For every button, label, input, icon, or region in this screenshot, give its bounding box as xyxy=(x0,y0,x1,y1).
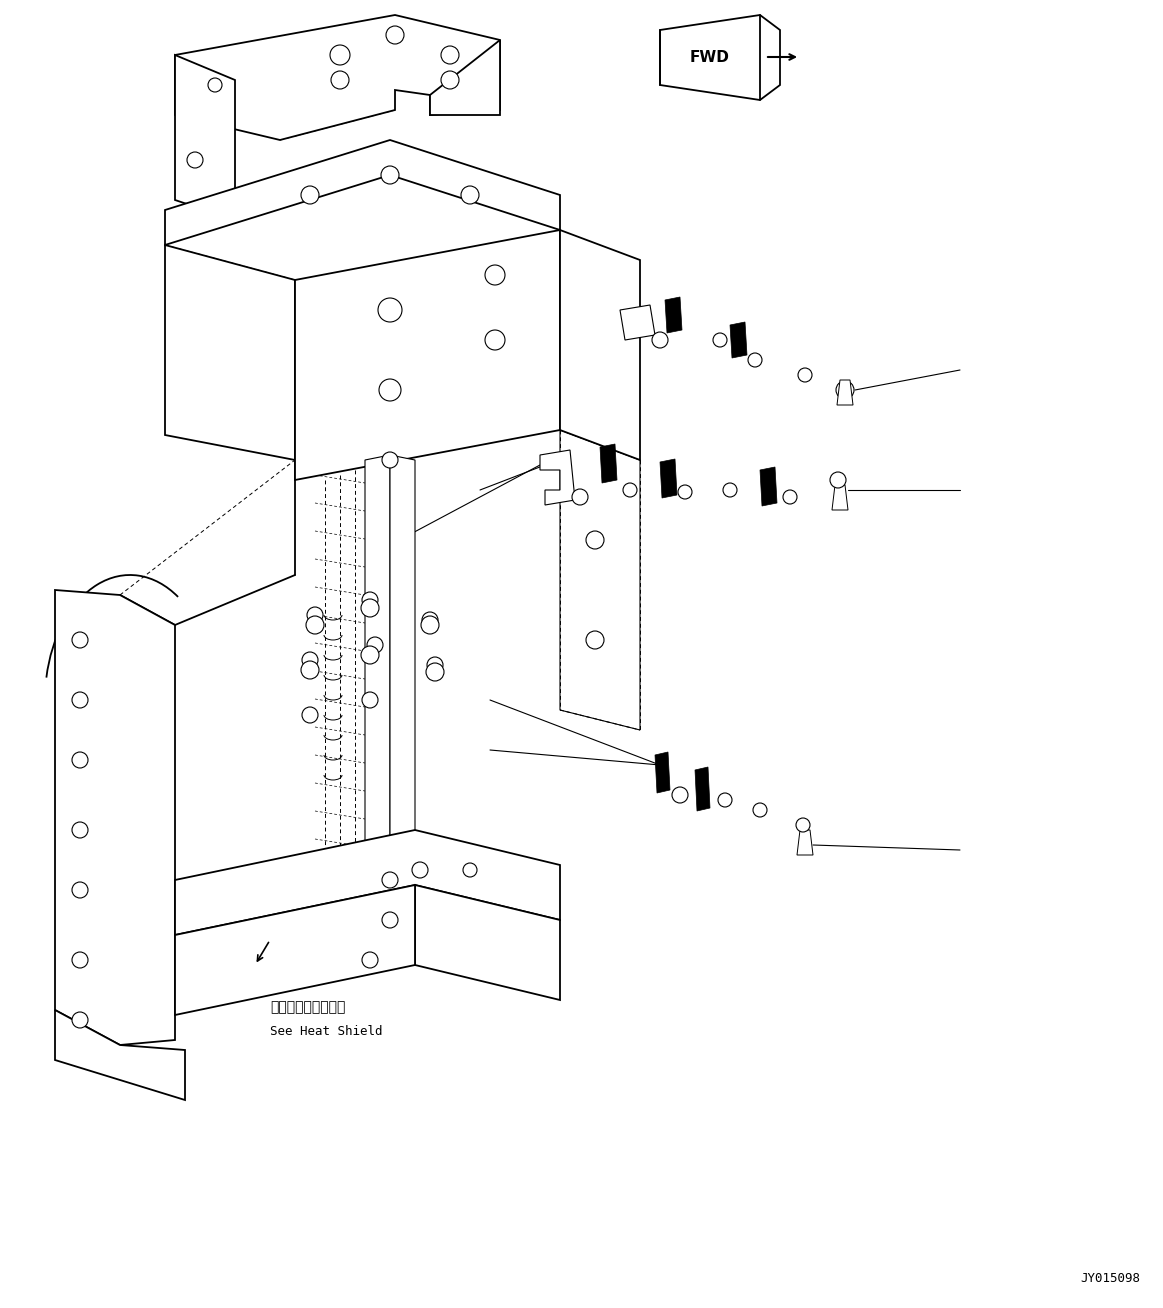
Circle shape xyxy=(441,71,459,89)
Text: ヒートシールド参照: ヒートシールド参照 xyxy=(270,1001,345,1014)
Circle shape xyxy=(378,298,402,322)
Circle shape xyxy=(586,630,604,649)
Circle shape xyxy=(187,152,204,167)
Polygon shape xyxy=(659,459,677,498)
Circle shape xyxy=(830,472,846,488)
Circle shape xyxy=(361,646,379,664)
Circle shape xyxy=(302,651,317,668)
Polygon shape xyxy=(561,430,640,730)
Polygon shape xyxy=(390,455,415,925)
Polygon shape xyxy=(832,485,848,510)
Circle shape xyxy=(463,863,477,876)
Polygon shape xyxy=(55,590,174,1045)
Polygon shape xyxy=(655,752,670,793)
Circle shape xyxy=(362,593,378,608)
Circle shape xyxy=(362,952,378,968)
Circle shape xyxy=(678,485,692,498)
Circle shape xyxy=(422,612,438,628)
Polygon shape xyxy=(759,467,777,506)
Circle shape xyxy=(672,787,688,803)
Polygon shape xyxy=(55,1010,185,1100)
Circle shape xyxy=(331,71,349,89)
Circle shape xyxy=(748,353,762,368)
Text: FWD: FWD xyxy=(690,50,730,64)
Circle shape xyxy=(361,599,379,617)
Polygon shape xyxy=(295,230,561,480)
Circle shape xyxy=(381,453,398,468)
Polygon shape xyxy=(797,831,813,855)
Circle shape xyxy=(72,821,88,838)
Polygon shape xyxy=(695,766,709,811)
Circle shape xyxy=(72,632,88,647)
Polygon shape xyxy=(620,305,655,340)
Polygon shape xyxy=(174,55,235,220)
Circle shape xyxy=(72,752,88,768)
Circle shape xyxy=(623,483,637,497)
Circle shape xyxy=(836,381,854,399)
Polygon shape xyxy=(837,381,852,405)
Circle shape xyxy=(301,186,319,204)
Polygon shape xyxy=(430,41,500,115)
Circle shape xyxy=(307,607,323,623)
Circle shape xyxy=(652,332,668,348)
Circle shape xyxy=(427,657,443,674)
Polygon shape xyxy=(174,886,415,1015)
Circle shape xyxy=(752,803,768,818)
Circle shape xyxy=(306,616,324,634)
Polygon shape xyxy=(165,140,561,245)
Circle shape xyxy=(72,1012,88,1028)
Polygon shape xyxy=(665,297,682,334)
Circle shape xyxy=(485,266,505,285)
Polygon shape xyxy=(365,455,390,925)
Polygon shape xyxy=(174,14,500,140)
Circle shape xyxy=(572,489,588,505)
Text: See Heat Shield: See Heat Shield xyxy=(270,1025,383,1039)
Circle shape xyxy=(412,862,428,878)
Circle shape xyxy=(381,912,398,927)
Circle shape xyxy=(381,872,398,888)
Circle shape xyxy=(301,661,319,679)
Circle shape xyxy=(783,490,797,504)
Circle shape xyxy=(485,330,505,351)
Circle shape xyxy=(208,78,222,92)
Text: JY015098: JY015098 xyxy=(1080,1271,1140,1284)
Circle shape xyxy=(421,616,438,634)
Circle shape xyxy=(386,26,404,44)
Circle shape xyxy=(798,368,812,382)
Circle shape xyxy=(72,882,88,899)
Circle shape xyxy=(379,379,401,402)
Circle shape xyxy=(72,692,88,708)
Polygon shape xyxy=(561,230,640,460)
Polygon shape xyxy=(174,831,561,935)
Circle shape xyxy=(330,44,350,65)
Polygon shape xyxy=(730,322,747,358)
Circle shape xyxy=(426,663,444,681)
Circle shape xyxy=(713,334,727,347)
Circle shape xyxy=(461,186,479,204)
Circle shape xyxy=(72,952,88,968)
Circle shape xyxy=(302,708,317,723)
Circle shape xyxy=(368,637,383,653)
Circle shape xyxy=(362,692,378,708)
Circle shape xyxy=(381,166,399,184)
Polygon shape xyxy=(415,886,561,1001)
Polygon shape xyxy=(540,450,575,505)
Circle shape xyxy=(723,483,737,497)
Polygon shape xyxy=(165,245,295,460)
Circle shape xyxy=(795,818,809,832)
Polygon shape xyxy=(600,443,618,483)
Circle shape xyxy=(586,531,604,549)
Circle shape xyxy=(718,793,732,807)
Polygon shape xyxy=(659,14,780,99)
Circle shape xyxy=(441,46,459,64)
